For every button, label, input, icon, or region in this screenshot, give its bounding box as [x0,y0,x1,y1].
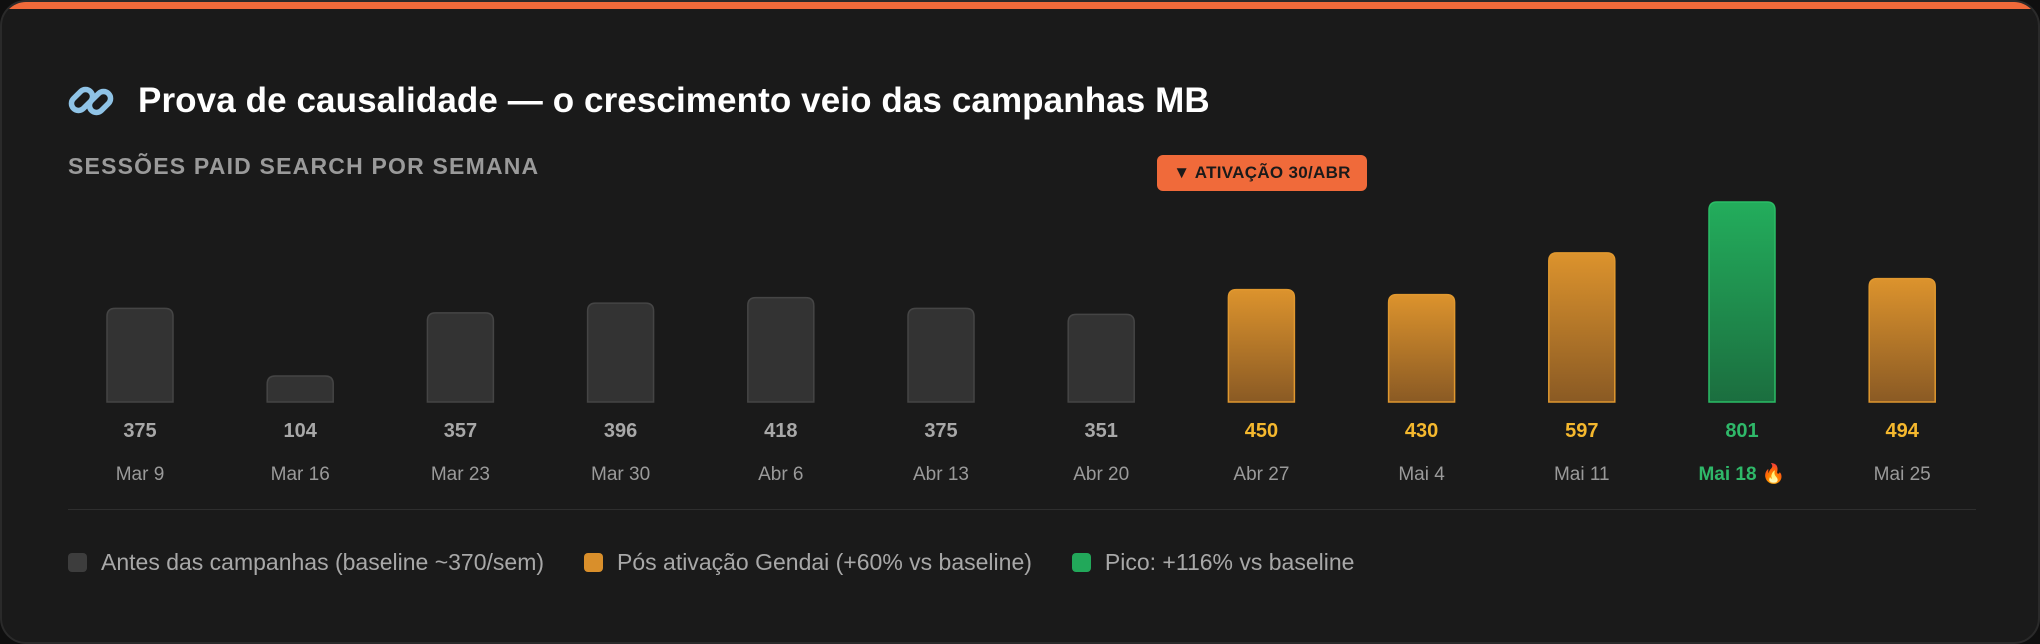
title-row: Prova de causalidade — o crescimento vei… [66,74,1210,128]
category-label-1: Mar 9 [116,464,165,485]
value-label-3: 357 [444,420,477,442]
bar-7 [1067,313,1135,403]
value-label-8: 450 [1245,420,1278,442]
category-label-12: Mai 25 [1874,464,1931,485]
bar-chart: 375 Mar 9 104 Mar 16 357 Mar 23 396 Mar 30 418 Ab… [106,201,1936,485]
category-label-7: Abr 20 [1073,464,1129,485]
category-label-4: Mar 30 [591,464,650,485]
chart-title: Prova de causalidade — o crescimento vei… [138,81,1210,120]
category-label-3: Mar 23 [431,464,490,485]
accent-top-bar [2,2,2038,9]
category-label-9: Mai 4 [1398,464,1445,485]
bar-8 [1227,288,1296,403]
bar-11 [1708,201,1776,403]
bar-2 [266,375,334,403]
value-label-6: 375 [924,420,957,442]
value-label-10: 597 [1565,420,1598,442]
bar-1 [106,307,174,403]
value-label-11: 801 [1725,420,1758,442]
legend-swatch-baseline [68,552,87,572]
bar-9 [1387,293,1456,403]
value-label-4: 396 [604,420,637,442]
chart-subtitle: SESSÕES PAID SEARCH POR SEMANA [68,153,540,179]
value-label-2: 104 [284,420,318,442]
value-label-7: 351 [1085,420,1118,442]
category-label-10: Mai 11 [1554,464,1610,485]
divider [68,509,1976,510]
legend-item-post: Pós ativação Gendai (+60% vs baseline) [584,549,1032,576]
category-label-2: Mar 16 [271,464,330,485]
value-label-12: 494 [1886,420,1920,442]
legend-label-peak: Pico: +116% vs baseline [1104,548,1355,575]
category-label-6: Abr 13 [913,464,969,485]
value-label-5: 418 [764,420,797,442]
bar-12 [1868,277,1936,403]
legend-item-baseline: Antes das campanhas (baseline ~370/sem) [68,549,544,576]
legend-swatch-post [584,552,604,572]
value-label-1: 375 [123,420,156,442]
legend-item-peak: Pico: +116% vs baseline [1071,548,1355,576]
category-label-5: Abr 6 [758,464,803,485]
value-label-9: 430 [1405,420,1438,442]
activation-badge: ▼ ATIVAÇÃO 30/ABR [1157,155,1367,191]
legend-swatch-peak [1071,552,1091,572]
bar-4 [586,302,655,403]
legend: Antes das campanhas (baseline ~370/sem) … [68,542,1394,582]
category-label-11: Mai 18 🔥 [1698,462,1785,485]
bar-6 [907,307,975,403]
legend-label-baseline: Antes das campanhas (baseline ~370/sem) [101,548,545,575]
link-icon [68,86,114,116]
bar-5 [747,296,815,403]
bar-3 [426,312,495,403]
category-label-8: Abr 27 [1233,464,1289,485]
legend-label-post: Pós ativação Gendai (+60% vs baseline) [617,548,1032,575]
bar-10 [1548,252,1616,403]
